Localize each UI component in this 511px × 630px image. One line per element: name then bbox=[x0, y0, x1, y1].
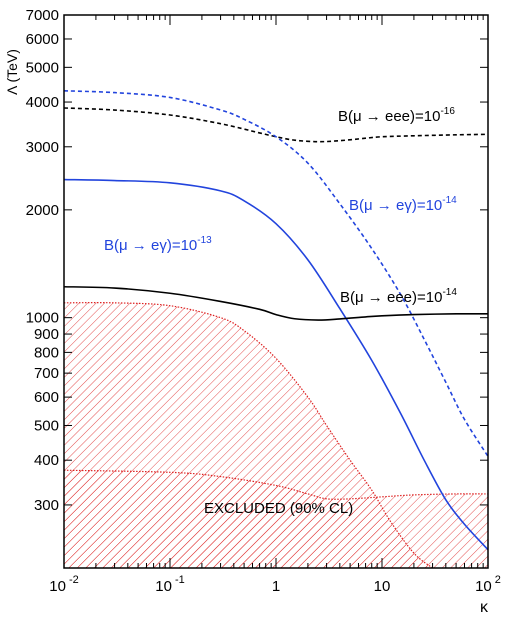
y-tick-label: 700 bbox=[34, 365, 59, 382]
y-tick-label: 4000 bbox=[26, 94, 59, 111]
series-lines bbox=[64, 89, 488, 551]
y-tick-label: 1000 bbox=[26, 310, 59, 327]
x-axis-title: κ bbox=[480, 599, 489, 616]
annotation-meee-16: B(μ → eee)=10-16 bbox=[338, 106, 455, 125]
excluded-hatch-band bbox=[64, 470, 488, 568]
annotation-excluded: EXCLUDED (90% CL) bbox=[204, 500, 353, 517]
excluded-region bbox=[64, 302, 488, 568]
annotation-megamma-13: B(μ → eγ)=10-13 bbox=[104, 235, 212, 254]
annotation-megamma-14: B(μ → eγ)=10-14 bbox=[349, 195, 457, 214]
annotation-meee-14: B(μ → eee)=10-14 bbox=[340, 287, 457, 306]
y-tick-label: 400 bbox=[34, 452, 59, 469]
series-line-meee16 bbox=[64, 107, 488, 143]
x-tick-label: 10 -1 bbox=[155, 574, 184, 595]
excluded-boundary-upper bbox=[64, 302, 433, 568]
y-tick-label: 800 bbox=[34, 344, 59, 361]
y-tick-label: 300 bbox=[34, 497, 59, 514]
series-line-meee14 bbox=[64, 285, 488, 321]
series-line-megamma13 bbox=[64, 178, 488, 551]
x-tick-label: 1 bbox=[272, 578, 280, 595]
x-tick-label: 10 2 bbox=[475, 574, 501, 595]
y-tick-label: 900 bbox=[34, 326, 59, 343]
x-tick-label: 10 -2 bbox=[49, 574, 78, 595]
y-axis-title: Λ (TeV) bbox=[4, 49, 20, 95]
y-tick-label: 7000 bbox=[26, 7, 59, 24]
y-tick-label: 3000 bbox=[26, 139, 59, 156]
y-tick-label: 2000 bbox=[26, 202, 59, 219]
y-tick-label: 6000 bbox=[26, 31, 59, 48]
x-tick-label: 10 bbox=[374, 578, 391, 595]
y-tick-label: 600 bbox=[34, 389, 59, 406]
excluded-boundary-band bbox=[64, 469, 488, 500]
y-tick-label: 5000 bbox=[26, 59, 59, 76]
y-tick-label: 500 bbox=[34, 417, 59, 434]
